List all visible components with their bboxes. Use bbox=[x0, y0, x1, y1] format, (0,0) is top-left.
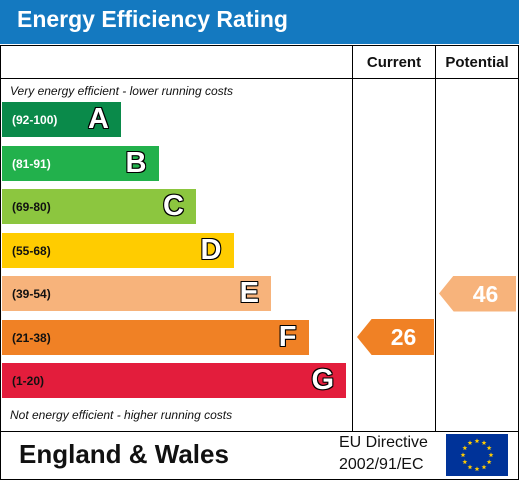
flag-star bbox=[467, 464, 473, 470]
potential-column-header: Potential bbox=[445, 54, 509, 71]
footer-country: England & Wales bbox=[19, 439, 229, 469]
flag-star bbox=[486, 459, 492, 465]
current-column-header: Current bbox=[366, 54, 422, 71]
flag-star bbox=[462, 459, 468, 465]
flag-star bbox=[474, 466, 480, 472]
title-bar: Energy Efficiency Rating bbox=[0, 0, 519, 44]
band-letter: B bbox=[125, 146, 147, 179]
band-letter: F bbox=[278, 320, 297, 353]
band-c: (69-80) C bbox=[2, 189, 196, 224]
eu-flag-icon bbox=[446, 434, 508, 476]
band-letter: C bbox=[163, 190, 184, 222]
header-divider bbox=[0, 78, 518, 79]
band-b: (81-91) B bbox=[2, 145, 159, 181]
current-rating-value: 26 bbox=[390, 324, 417, 350]
band-e: (39-54) E bbox=[2, 276, 271, 311]
band-letter: D bbox=[200, 233, 222, 266]
band-a: (92-100) A bbox=[2, 102, 121, 137]
potential-rating-value: 46 bbox=[472, 280, 499, 307]
band-range: (39-54) bbox=[12, 287, 51, 301]
flag-star bbox=[488, 452, 494, 458]
directive-line-2: 2002/91/EC bbox=[339, 456, 424, 473]
footer-divider bbox=[0, 431, 518, 432]
flag-star bbox=[481, 440, 487, 445]
band-range: (1-20) bbox=[12, 374, 45, 388]
band-g: (1-20) G bbox=[2, 363, 346, 398]
current-rating-arrow: 26 bbox=[357, 319, 434, 355]
bottom-note: Not energy efficient - higher running co… bbox=[10, 408, 233, 422]
band-d: (55-68) D bbox=[2, 232, 234, 268]
arrow-shape bbox=[357, 319, 434, 355]
band-range: (69-80) bbox=[12, 200, 51, 214]
arrow-shape bbox=[439, 275, 516, 312]
potential-column-divider bbox=[435, 45, 436, 432]
flag-star bbox=[474, 438, 480, 444]
potential-rating-arrow: 46 bbox=[439, 275, 516, 312]
directive-line-1: EU Directive bbox=[339, 434, 428, 451]
current-column-divider bbox=[352, 45, 353, 432]
band-range: (92-100) bbox=[12, 113, 58, 127]
band-range: (55-68) bbox=[12, 243, 51, 258]
chart-title: Energy Efficiency Rating bbox=[17, 6, 288, 32]
band-letter: E bbox=[239, 277, 259, 309]
band-f: (21-38) F bbox=[2, 319, 309, 355]
flag-star bbox=[462, 445, 468, 451]
flag-star bbox=[467, 440, 473, 445]
flag-star bbox=[460, 452, 466, 458]
band-range: (81-91) bbox=[12, 156, 51, 171]
flag-star bbox=[486, 445, 492, 451]
flag-star bbox=[481, 464, 487, 470]
top-note: Very energy efficient - lower running co… bbox=[10, 84, 233, 98]
band-letter: A bbox=[88, 103, 109, 135]
band-letter: G bbox=[311, 364, 334, 396]
band-range: (21-38) bbox=[12, 330, 51, 345]
